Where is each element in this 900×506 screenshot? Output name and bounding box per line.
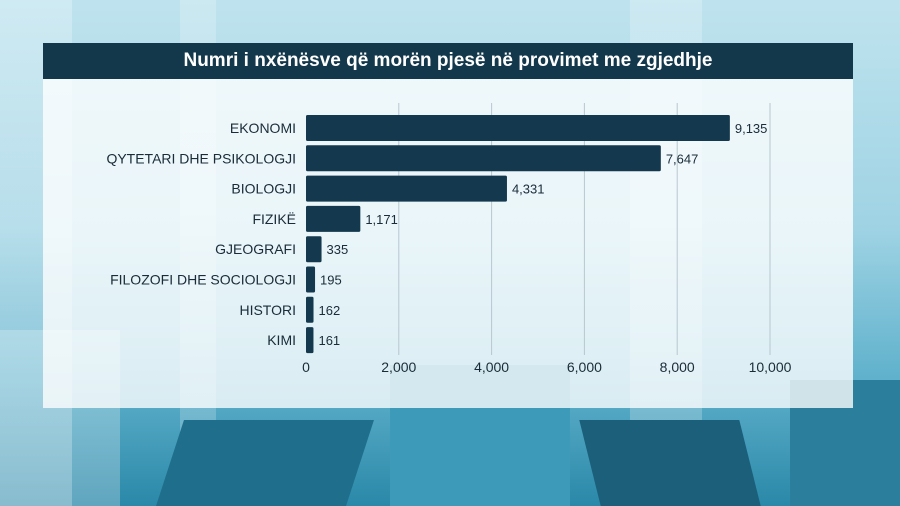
chart-panel: Numri i nxënësve që morën pjesë në provi… bbox=[43, 43, 853, 408]
background-shape bbox=[579, 420, 761, 506]
bar bbox=[306, 145, 661, 172]
x-tick-label: 0 bbox=[302, 359, 310, 375]
category-label: FIZIKË bbox=[252, 211, 296, 227]
value-label: 1,171 bbox=[365, 212, 398, 227]
bar bbox=[306, 175, 507, 202]
bar bbox=[306, 327, 314, 354]
value-label: 9,135 bbox=[735, 121, 768, 136]
value-label: 162 bbox=[319, 303, 341, 318]
bar bbox=[306, 115, 730, 141]
x-tick-label: 2,000 bbox=[381, 359, 416, 375]
x-tick-label: 4,000 bbox=[474, 359, 509, 375]
category-label: QYTETARI DHE PSIKOLOGJI bbox=[106, 150, 296, 166]
category-label: EKONOMI bbox=[230, 120, 296, 136]
x-tick-label: 8,000 bbox=[660, 359, 695, 375]
value-label: 4,331 bbox=[512, 182, 545, 197]
background-shape bbox=[156, 420, 374, 506]
category-label: BIOLOGJI bbox=[231, 181, 296, 197]
x-tick-label: 10,000 bbox=[749, 359, 792, 375]
value-label: 161 bbox=[318, 333, 340, 348]
value-label: 7,647 bbox=[666, 151, 699, 166]
category-label: FILOZOFI DHE SOCIOLOGJI bbox=[110, 272, 296, 288]
value-label: 195 bbox=[320, 273, 342, 288]
value-label: 335 bbox=[327, 242, 349, 257]
bar-chart: 0 2,000 4,000 6,000 8,000 10,000 EKONOMI 9,135 Q… bbox=[106, 103, 792, 375]
category-label: HISTORI bbox=[239, 302, 296, 318]
bar bbox=[306, 296, 314, 323]
category-label: GJEOGRAFI bbox=[215, 241, 296, 257]
bar bbox=[306, 205, 361, 232]
x-tick-label: 6,000 bbox=[567, 359, 602, 375]
bar bbox=[306, 236, 322, 263]
category-label: KIMI bbox=[267, 332, 296, 348]
bar bbox=[306, 266, 316, 293]
chart-title: Numri i nxënësve që morën pjesë në provi… bbox=[43, 43, 853, 79]
